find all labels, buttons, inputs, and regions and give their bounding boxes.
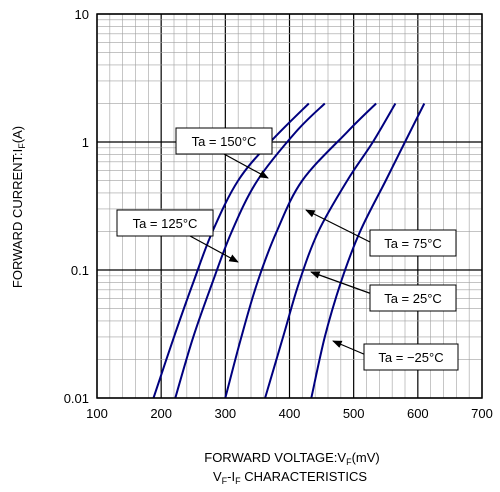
series-line-2 xyxy=(224,102,377,399)
x-axis-label: FORWARD VOLTAGE:VF(mV) xyxy=(204,450,380,467)
tick-labels: 100 200 300 400 500 600 700 0.01 0.1 1 10 xyxy=(64,7,493,421)
annotation-label: Ta = 150°C xyxy=(192,134,257,149)
annotations: Ta = 150°C Ta = 125°C Ta = 75°C Ta = 25°C Ta… xyxy=(116,127,459,371)
annotation-box xyxy=(363,343,459,371)
chart-caption: VF-IF CHARACTERISTICS xyxy=(213,469,367,486)
y-axis-label: FORWARD CURRENT:IF(A) xyxy=(10,126,27,288)
annotation-box xyxy=(116,209,214,237)
series-line-3 xyxy=(264,102,397,399)
series-line-4 xyxy=(310,103,426,399)
x-tick-label: 600 xyxy=(407,406,429,421)
annotation-arrow xyxy=(332,340,367,356)
y-tick-label: 10 xyxy=(75,7,89,22)
annotation-box xyxy=(369,284,457,312)
annotation-arrow xyxy=(310,271,373,295)
x-tick-label: 500 xyxy=(343,406,365,421)
x-tick-label: 100 xyxy=(86,406,108,421)
x-tick-label: 700 xyxy=(471,406,493,421)
annotation-label: Ta = 25°C xyxy=(384,291,442,306)
annotation-label: Ta = 75°C xyxy=(384,236,442,251)
x-tick-label: 400 xyxy=(279,406,301,421)
annotation-arrow xyxy=(189,235,239,263)
y-tick-label: 1 xyxy=(82,135,89,150)
annotation-label: Ta = 125°C xyxy=(133,216,198,231)
annotation-label: Ta = −25°C xyxy=(378,350,443,365)
y-tick-label: 0.1 xyxy=(71,263,89,278)
y-tick-label: 0.01 xyxy=(64,391,89,406)
annotation-box xyxy=(175,127,273,155)
annotation-box xyxy=(369,229,457,257)
annotation-arrow xyxy=(223,153,269,179)
annotation-arrow xyxy=(305,209,373,244)
plot-frame xyxy=(96,13,483,399)
series-line-1 xyxy=(174,102,326,399)
x-tick-label: 300 xyxy=(214,406,236,421)
grid xyxy=(96,13,483,399)
x-tick-label: 200 xyxy=(150,406,172,421)
